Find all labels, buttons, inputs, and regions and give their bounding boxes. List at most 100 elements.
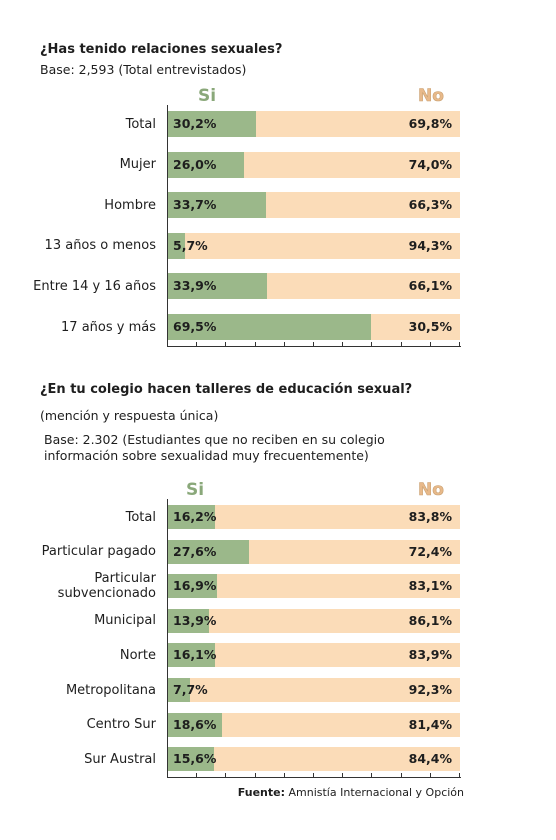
category-label: Particular subvencionado [58,571,156,601]
data-label-no: 74,0% [408,156,452,172]
bar-row: Centro Sur 18,6% 81,4% [0,712,556,737]
category-label-line: 17 años y más [61,319,156,335]
bar-si [168,747,214,772]
x-axis-tick [283,342,285,347]
bar-row: Entre 14 y 16 años 33,9% 66,1% [0,273,556,300]
data-label-si: 7,7% [173,682,208,697]
data-label-no: 92,3% [408,682,452,697]
chart-2-title: ¿En tu colegio hacen talleres de educaci… [40,382,413,397]
x-axis-tick [254,342,256,347]
category-label-line: Particular pagado [41,544,156,560]
bar-si [168,574,218,599]
category-label-line: Hombre [104,197,156,213]
x-axis-tick [167,342,168,347]
data-label-si: 18,6% [173,716,217,732]
category-label: Metropolitana [66,683,156,698]
category-label-line: Norte [119,647,156,663]
data-label-si: 5,7% [173,237,208,253]
x-axis-tick [342,773,344,779]
x-axis-tick [167,773,168,779]
x-axis-tick [196,773,198,779]
x-axis-tick [283,773,285,779]
chart-1-legend-no: No [418,86,445,107]
data-label-si: 15,6% [173,751,217,767]
data-label-no: 66,1% [408,278,452,294]
bar-si [168,192,267,219]
bar-row: Total 30,2% 69,8% [0,111,556,137]
category-label-line: Total [125,509,156,525]
x-axis-tick [400,342,402,347]
bar-si [168,505,216,529]
x-axis-line [167,777,461,779]
bar-row: Particular pagado 27,6% 72,4% [0,539,556,564]
bar-si [168,151,244,178]
data-label-si: 13,9% [173,612,217,628]
bar-no: 26,0% 74,0% [168,151,460,178]
bar-no: 5,7% 94,3% [168,232,460,259]
bar-row: Sur Austral 15,6% 84,4% [0,747,556,772]
data-label-si: 33,9% [173,278,217,294]
data-label-no: 30,5% [408,319,452,334]
category-label-line: Sur Austral [84,751,156,767]
x-axis-tick [342,342,344,347]
chart-1-legend-si: Si [198,86,217,106]
bar-si [168,232,185,259]
x-axis-tick [459,773,460,779]
bar-row: 13 años o menos 5,7% 94,3% [0,232,556,259]
category-label: Hombre [104,198,156,213]
bar-no: 18,6% 81,4% [168,712,460,737]
chart-2-base-note-cont: información sobre sexualidad muy frecuen… [44,448,369,463]
bar-row: 17 años y más 69,5% 30,5% [0,314,556,340]
data-label-si: 33,7% [173,197,217,213]
bar-si [168,273,267,300]
category-label: Total [126,117,156,132]
source-text: Amnistía Internacional y Opción [288,786,465,799]
chart-2-legend-no: No [418,480,445,501]
category-label-line: Municipal [94,613,156,629]
bar-si [168,539,249,564]
y-axis-line [167,105,168,346]
bar-no: 69,5% 30,5% [168,314,460,340]
data-label-si: 27,6% [173,543,217,559]
data-label-no: 81,4% [408,716,452,732]
source-label: Fuente: [237,786,285,799]
x-axis-tick [313,773,314,779]
x-axis-tick [400,773,402,779]
category-label-line: Mujer [119,157,156,173]
data-label-no: 66,3% [408,197,452,213]
bar-no: 33,7% 66,3% [168,192,460,219]
x-axis-line [167,346,461,347]
data-label-no: 69,8% [408,116,452,131]
data-label-no: 84,4% [408,751,452,767]
category-label: 13 años o menos [45,238,156,253]
x-axis-tick [429,773,431,779]
bar-row: Particular subvencionado 16,9% 83,1% [0,571,556,601]
x-axis-tick [459,342,460,347]
bar-row: Municipal 13,9% 86,1% [0,608,556,633]
bar-no: 16,1% 83,9% [168,643,460,668]
category-label-line: Entre 14 y 16 años [33,278,156,294]
bar-si [168,608,209,633]
bar-row: Hombre 33,7% 66,3% [0,192,556,219]
bar-si [168,678,191,702]
bar-si [168,314,371,340]
category-label: Centro Sur [87,717,156,732]
category-label: 17 años y más [61,320,156,335]
data-label-no: 86,1% [408,612,452,628]
category-label: Total [126,510,156,525]
category-label-line: Total [125,116,156,132]
data-label-no: 83,1% [408,578,452,594]
data-label-no: 94,3% [408,237,452,253]
category-label: Norte [120,648,156,663]
category-label-line: Centro Sur [86,717,156,733]
data-label-si: 16,9% [173,578,217,594]
source-note: Fuente: Amnistía Internacional y Opción [238,786,464,799]
x-axis-tick [225,342,227,347]
bar-no: 16,2% 83,8% [168,505,460,529]
chart-1-base-note: Base: 2,593 (Total entrevistados) [40,62,247,77]
x-axis-tick [313,342,314,347]
x-axis-tick [429,342,431,347]
category-label: Sur Austral [84,752,156,767]
category-label: Particular pagado [42,544,156,559]
x-axis-tick [225,773,227,779]
